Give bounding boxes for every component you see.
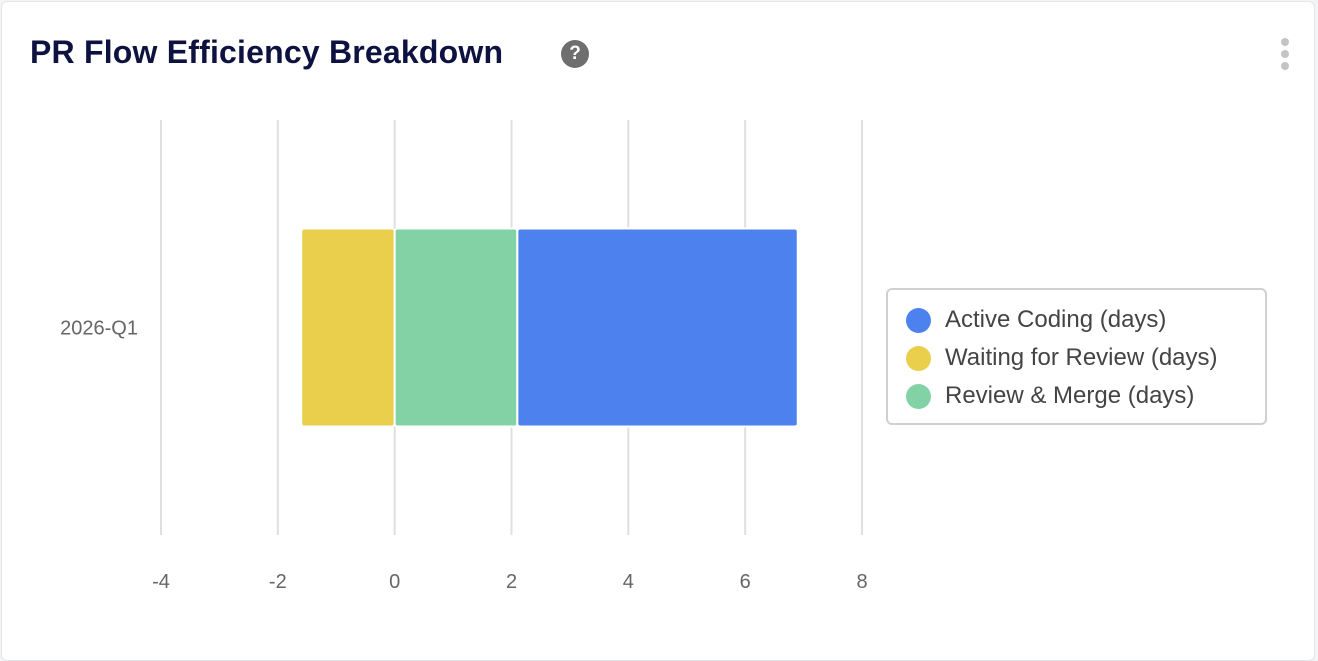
bar-active-coding [516,227,799,428]
legend-label-active-coding: Active Coding (days) [945,306,1167,333]
x-tick-label: 6 [740,571,751,593]
legend-swatch-review-merge [906,383,931,409]
card-title: PR Flow Efficiency Breakdown [30,34,504,70]
legend-swatch-active-coding [906,307,931,333]
x-tick-label: -4 [152,571,170,593]
legend-swatch-waiting-for-review [906,345,931,371]
bar-review-merge [393,227,519,428]
x-tick-label: 8 [856,571,867,593]
x-tick-label: 0 [389,571,400,593]
help-icon[interactable]: ? [561,40,589,68]
chart-legend: Active Coding (days) Waiting for Review … [886,288,1267,425]
legend-item-review-merge[interactable]: Review & Merge (days) [906,381,1194,411]
legend-label-review-merge: Review & Merge (days) [945,382,1195,409]
x-tick-label: -2 [269,571,287,593]
x-tick-label: 4 [623,571,634,593]
legend-label-waiting-for-review: Waiting for Review (days) [945,344,1218,371]
bar-waiting-for-review [300,227,396,428]
y-category-label: 2026-Q1 [60,318,138,340]
legend-item-active-coding[interactable]: Active Coding (days) [906,305,1166,335]
x-tick-label: 2 [506,571,517,593]
bar-chart: -4 -2 0 2 4 6 8 2026-Q1 [60,120,868,593]
more-options-icon[interactable] [1275,38,1295,70]
legend-item-waiting-for-review[interactable]: Waiting for Review (days) [906,343,1218,373]
